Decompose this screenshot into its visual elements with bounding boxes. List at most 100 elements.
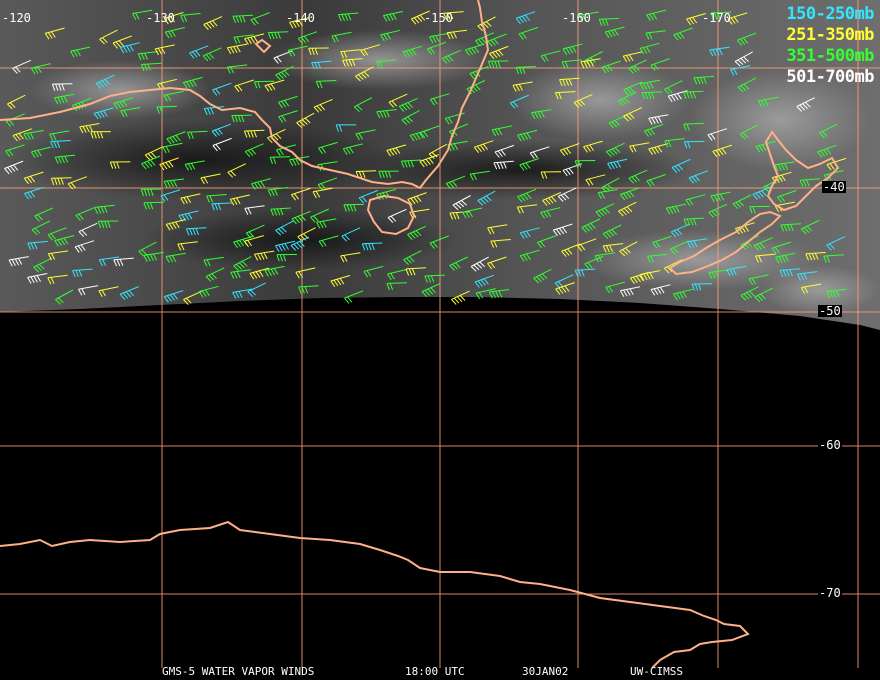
legend-item-251-350mb: 251-350mb xyxy=(786,25,874,45)
wind-barb xyxy=(79,123,100,134)
wind-barb xyxy=(156,105,177,114)
wind-barb xyxy=(445,175,466,190)
wind-barb xyxy=(317,177,338,191)
wind-barb xyxy=(619,286,641,297)
wind-barb xyxy=(251,178,271,190)
wind-barb xyxy=(493,160,514,170)
coastlines xyxy=(0,0,840,669)
wind-barb xyxy=(737,77,757,93)
wind-barb xyxy=(800,219,820,235)
wind-barb xyxy=(97,220,119,228)
wind-barb xyxy=(23,171,44,185)
wind-barb xyxy=(47,227,67,241)
wind-barb xyxy=(98,256,120,267)
wind-barb xyxy=(31,220,51,235)
latitude-label: -50 xyxy=(818,304,842,318)
wind-barb xyxy=(683,217,704,226)
wind-barb xyxy=(749,205,770,214)
wind-barb xyxy=(200,173,221,185)
small-island xyxy=(254,38,272,54)
wind-barb xyxy=(774,161,795,172)
wind-barb xyxy=(72,268,93,278)
wind-barb xyxy=(165,219,186,231)
wind-barb xyxy=(297,227,316,242)
wind-barb xyxy=(805,252,826,261)
wind-barb xyxy=(639,79,661,91)
legend-item-150-250mb: 150-250mb xyxy=(786,4,874,24)
wind-barb xyxy=(138,241,157,257)
wind-barb xyxy=(648,143,669,155)
wind-barb xyxy=(739,124,759,140)
wind-barb xyxy=(529,146,550,159)
wind-barb xyxy=(672,288,694,301)
wind-barb xyxy=(143,201,164,210)
wind-barb xyxy=(180,13,201,23)
wind-barb xyxy=(710,191,731,203)
longitude-label: -170 xyxy=(702,11,731,25)
wind-barb xyxy=(826,288,847,299)
wind-barb xyxy=(708,269,729,280)
wind-barb xyxy=(819,123,838,139)
wind-barb xyxy=(180,193,201,205)
wind-barb xyxy=(488,289,510,299)
wind-barb xyxy=(665,203,686,215)
wind-barb xyxy=(44,27,65,40)
longitude-label: -130 xyxy=(146,11,175,25)
wind-barb xyxy=(777,190,797,203)
wind-barb xyxy=(639,270,661,281)
wind-barb xyxy=(604,26,625,39)
wind-barb xyxy=(231,114,252,123)
wind-barb xyxy=(652,235,672,249)
wind-barb xyxy=(796,271,818,281)
wind-barb xyxy=(331,31,352,43)
wind-barb xyxy=(540,171,562,179)
wind-barb xyxy=(574,160,596,168)
wind-barb xyxy=(211,202,232,211)
wind-barb xyxy=(736,32,757,46)
wind-barb xyxy=(595,203,615,218)
wind-barb xyxy=(163,290,184,303)
wind-barb xyxy=(663,259,683,274)
wind-barb xyxy=(469,170,490,181)
wind-barb xyxy=(487,256,507,270)
wind-barb xyxy=(561,243,581,257)
wind-barb xyxy=(451,290,470,305)
wind-barb xyxy=(446,29,467,40)
wind-barb xyxy=(487,224,508,235)
wind-barb xyxy=(540,50,561,62)
wind-barb xyxy=(559,77,580,87)
wind-barb xyxy=(343,203,364,212)
wind-barb xyxy=(585,174,606,186)
wind-barb xyxy=(562,43,583,55)
wind-barb xyxy=(421,283,441,298)
wind-barb xyxy=(578,11,600,22)
wind-barb xyxy=(683,122,704,131)
wind-barb xyxy=(462,207,483,219)
wind-barb xyxy=(275,65,294,81)
wind-barb xyxy=(33,257,52,273)
wind-barb xyxy=(449,211,470,220)
wind-barb xyxy=(755,253,776,263)
wind-barb xyxy=(335,124,357,132)
legend-item-501-700mb: 501-700mb xyxy=(786,67,874,87)
wind-barb xyxy=(184,160,205,171)
wind-barb xyxy=(512,81,533,92)
wind-barb xyxy=(561,59,582,69)
wind-barb xyxy=(249,267,270,280)
wind-barb xyxy=(120,107,141,118)
wind-barb xyxy=(557,187,577,202)
wind-barb xyxy=(119,286,139,300)
data-source: UW-CIMSS xyxy=(630,665,683,678)
wind-barb xyxy=(686,13,706,26)
wind-barb xyxy=(340,252,361,263)
wind-barb xyxy=(601,177,620,193)
wind-barb xyxy=(378,170,399,178)
wind-barb xyxy=(298,285,319,294)
wind-barb xyxy=(140,188,162,196)
wind-barb xyxy=(748,274,769,286)
wind-barb xyxy=(144,146,164,161)
legend-item-351-500mb: 351-500mb xyxy=(786,46,874,66)
wind-barb xyxy=(823,254,844,263)
wind-barb xyxy=(119,42,140,54)
